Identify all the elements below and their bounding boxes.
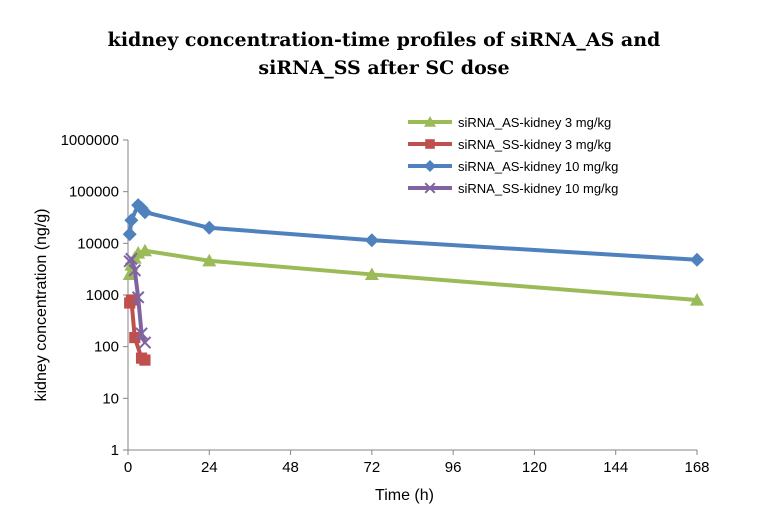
- data-point: [364, 267, 379, 281]
- y-axis-label: kidney concentration (ng/g): [33, 209, 50, 402]
- y-tick-label: 100: [94, 339, 119, 356]
- x-tick-label: 48: [282, 459, 299, 476]
- data-point: [690, 252, 704, 267]
- chart-axes: 1 10 100 1000 10000 100000 1000000 0 24 48 72 96 120…: [33, 132, 710, 504]
- chart-series: [122, 198, 704, 366]
- x-tick-label: 24: [201, 459, 218, 476]
- x-tick-label: 168: [684, 459, 709, 476]
- data-point: [131, 291, 145, 304]
- data-point: [125, 252, 138, 266]
- data-point: [138, 336, 152, 349]
- data-point: [137, 205, 152, 220]
- legend-label: siRNA_AS-kidney 10 mg/kg: [458, 159, 618, 174]
- data-point: [122, 267, 137, 281]
- legend-label: siRNA_SS-kidney 10 mg/kg: [458, 181, 618, 196]
- chart-title: kidney concentration-time profiles of si…: [108, 29, 661, 79]
- chart-legend: siRNA_AS-kidney 3 mg/kg siRNA_SS-kidney 3…: [408, 115, 618, 196]
- chart-title-line-2: siRNA_SS after SC dose: [258, 57, 509, 79]
- legend-entry-1: siRNA_AS-kidney 3 mg/kg: [408, 115, 611, 130]
- legend-swatch-marker: [424, 116, 436, 127]
- chart-title-line-1: kidney concentration-time profiles of si…: [108, 29, 661, 51]
- y-tick-label: 100000: [69, 184, 119, 201]
- legend-swatch-marker: [424, 182, 436, 194]
- y-tick-label: 1000: [86, 287, 119, 304]
- legend-entry-3: siRNA_AS-kidney 10 mg/kg: [408, 159, 618, 174]
- series-line: [127, 248, 698, 303]
- legend-label: siRNA_SS-kidney 3 mg/kg: [458, 137, 611, 152]
- data-point: [364, 233, 379, 248]
- data-point: [137, 243, 152, 257]
- data-point: [135, 327, 148, 340]
- data-point: [128, 264, 142, 277]
- x-tick-label: 144: [603, 459, 628, 476]
- data-point: [125, 294, 137, 306]
- y-tick-label: 10: [102, 390, 119, 407]
- x-tick-label: 0: [124, 459, 132, 476]
- x-tick-label: 96: [445, 459, 462, 476]
- data-point: [122, 227, 137, 242]
- x-tick-label: 120: [522, 459, 547, 476]
- data-point: [129, 331, 141, 344]
- data-point: [690, 293, 704, 306]
- y-tick-label: 10000: [77, 235, 119, 252]
- series-line: [127, 203, 698, 262]
- legend-swatch-marker: [424, 160, 436, 172]
- data-point: [139, 354, 151, 366]
- series-3: [122, 198, 704, 267]
- y-tick-label: 1: [111, 442, 119, 459]
- legend-entry-4: siRNA_SS-kidney 10 mg/kg: [408, 181, 618, 196]
- data-point: [202, 220, 217, 235]
- legend-entry-2: siRNA_SS-kidney 3 mg/kg: [408, 137, 611, 152]
- series-2: [124, 294, 151, 366]
- x-axis-label: Time (h): [375, 487, 434, 504]
- y-tick-label: 1000000: [61, 132, 119, 149]
- series-4: [123, 252, 152, 349]
- data-point: [202, 253, 217, 267]
- x-tick-label: 72: [364, 459, 381, 476]
- legend-label: siRNA_AS-kidney 3 mg/kg: [458, 115, 611, 130]
- data-point: [124, 213, 139, 228]
- legend-swatch-marker: [425, 139, 435, 149]
